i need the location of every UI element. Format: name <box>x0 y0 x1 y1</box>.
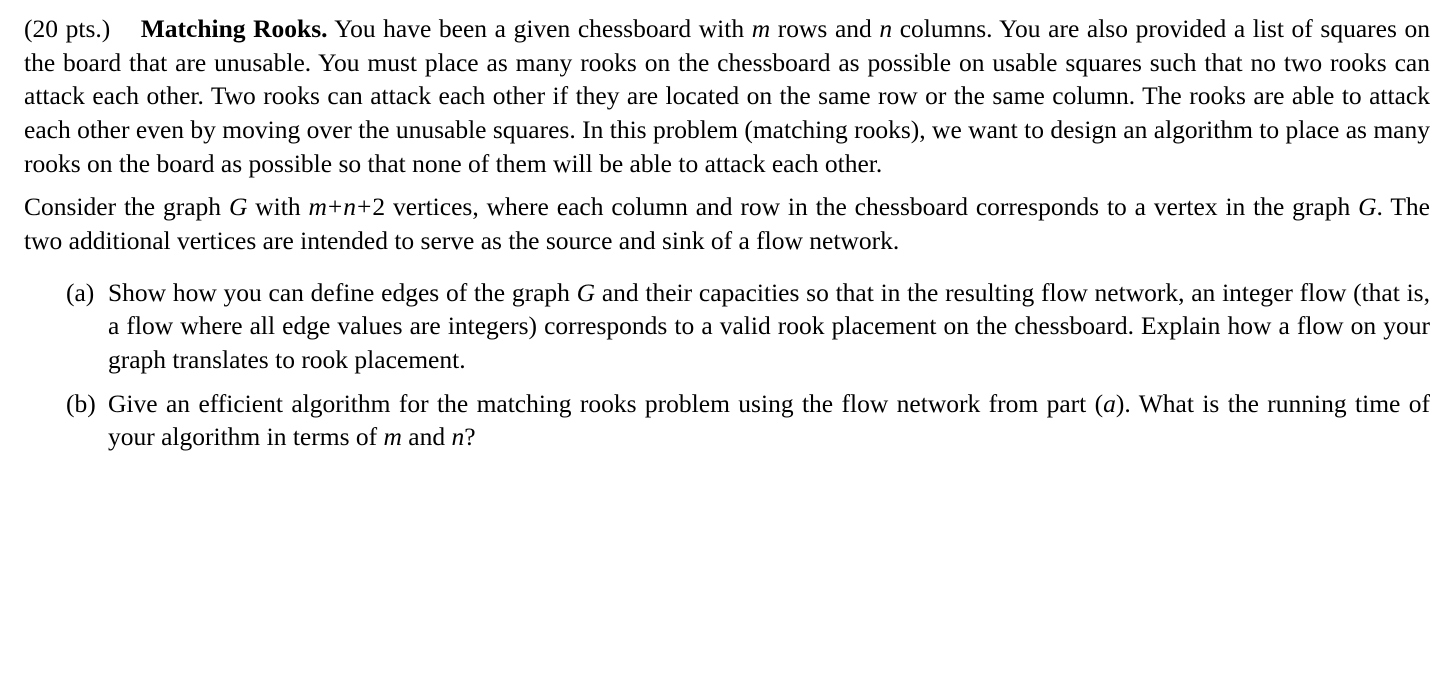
intro-text-1a: You have been a given chessboard with <box>334 14 752 43</box>
qb-var-a: a <box>1103 389 1116 418</box>
qb-text-1: Give an efficient algorithm for the matc… <box>108 389 1103 418</box>
question-a: (a) Show how you can define edges of the… <box>66 276 1430 377</box>
graph-paragraph: Consider the graph G with m+n+2 vertices… <box>24 190 1430 257</box>
question-b-body: Give an efficient algorithm for the matc… <box>108 387 1430 454</box>
plus-1: + <box>327 192 343 221</box>
question-list: (a) Show how you can define edges of the… <box>24 276 1430 454</box>
problem-title: Matching Rooks. <box>141 14 328 43</box>
intro-paragraph: (20 pts.) Matching Rooks. You have been … <box>24 12 1430 180</box>
qb-var-n: n <box>452 422 465 451</box>
question-a-label: (a) <box>66 276 108 377</box>
graph-text-2: with <box>247 192 308 221</box>
var-m-2: m <box>308 192 326 221</box>
var-G-2: G <box>1358 192 1376 221</box>
graph-two: 2 vertices, where each column and row in… <box>372 192 1358 221</box>
qa-text-1: Show how you can define edges of the gra… <box>108 278 577 307</box>
qb-and: and <box>402 422 452 451</box>
qa-var-G: G <box>577 278 595 307</box>
question-a-body: Show how you can define edges of the gra… <box>108 276 1430 377</box>
graph-text-1: Consider the graph <box>24 192 229 221</box>
qb-var-m: m <box>384 422 402 451</box>
intro-text-1b: rows and <box>770 14 879 43</box>
var-n: n <box>879 14 892 43</box>
plus-2: + <box>356 192 372 221</box>
points-label: (20 pts.) <box>24 14 110 43</box>
var-m: m <box>752 14 770 43</box>
qb-text-3: ? <box>464 422 475 451</box>
question-b-label: (b) <box>66 387 108 454</box>
var-n-2: n <box>343 192 356 221</box>
var-G-1: G <box>229 192 247 221</box>
question-b: (b) Give an efficient algorithm for the … <box>66 387 1430 454</box>
